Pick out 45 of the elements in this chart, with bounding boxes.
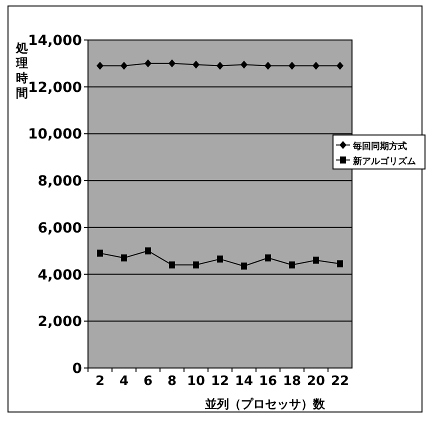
point <box>312 62 320 70</box>
point <box>216 62 224 70</box>
point <box>337 260 343 268</box>
x-tick-label: 2 <box>95 374 105 389</box>
legend-label: 毎回同期方式 <box>352 141 407 152</box>
point <box>193 261 199 268</box>
x-tick-label: 8 <box>167 374 177 389</box>
point <box>121 254 127 262</box>
y-tick-label: 4,000 <box>38 267 82 284</box>
point <box>264 62 272 70</box>
y-tick-label: 14,000 <box>28 33 82 49</box>
x-tick-label: 14 <box>234 374 254 389</box>
y-tick-label: 0 <box>72 361 82 377</box>
point <box>192 60 200 69</box>
point <box>313 256 319 264</box>
point <box>336 62 344 70</box>
x-tick-label: 22 <box>330 374 350 389</box>
point <box>240 60 248 69</box>
x-tick-label: 16 <box>258 374 278 389</box>
point <box>120 62 128 70</box>
point <box>97 250 103 257</box>
point <box>144 59 152 68</box>
point <box>96 62 104 70</box>
y-axis-title: 処理時間 <box>15 41 28 100</box>
x-tick-label: 10 <box>186 374 206 389</box>
point <box>169 261 175 268</box>
x-axis-title: 並列（プロセッサ）数 <box>204 397 326 411</box>
x-tick-label: 12 <box>210 374 230 389</box>
x-tick-label: 6 <box>143 374 153 389</box>
x-tick-label: 4 <box>119 374 129 389</box>
point <box>241 262 247 270</box>
point <box>265 254 271 262</box>
legend-label: 新アルゴリズム <box>352 156 416 167</box>
y-tick-label: 10,000 <box>28 126 82 143</box>
point <box>217 256 223 263</box>
y-tick-label: 12,000 <box>28 80 82 96</box>
point <box>145 247 151 254</box>
y-tick-label: 8,000 <box>38 174 82 190</box>
y-tick-label: 6,000 <box>38 220 82 236</box>
point <box>289 261 295 268</box>
point <box>288 62 296 70</box>
x-tick-label: 18 <box>282 374 302 389</box>
point <box>168 59 176 68</box>
x-tick-label: 20 <box>306 374 326 389</box>
y-tick-label: 2,000 <box>38 314 82 330</box>
